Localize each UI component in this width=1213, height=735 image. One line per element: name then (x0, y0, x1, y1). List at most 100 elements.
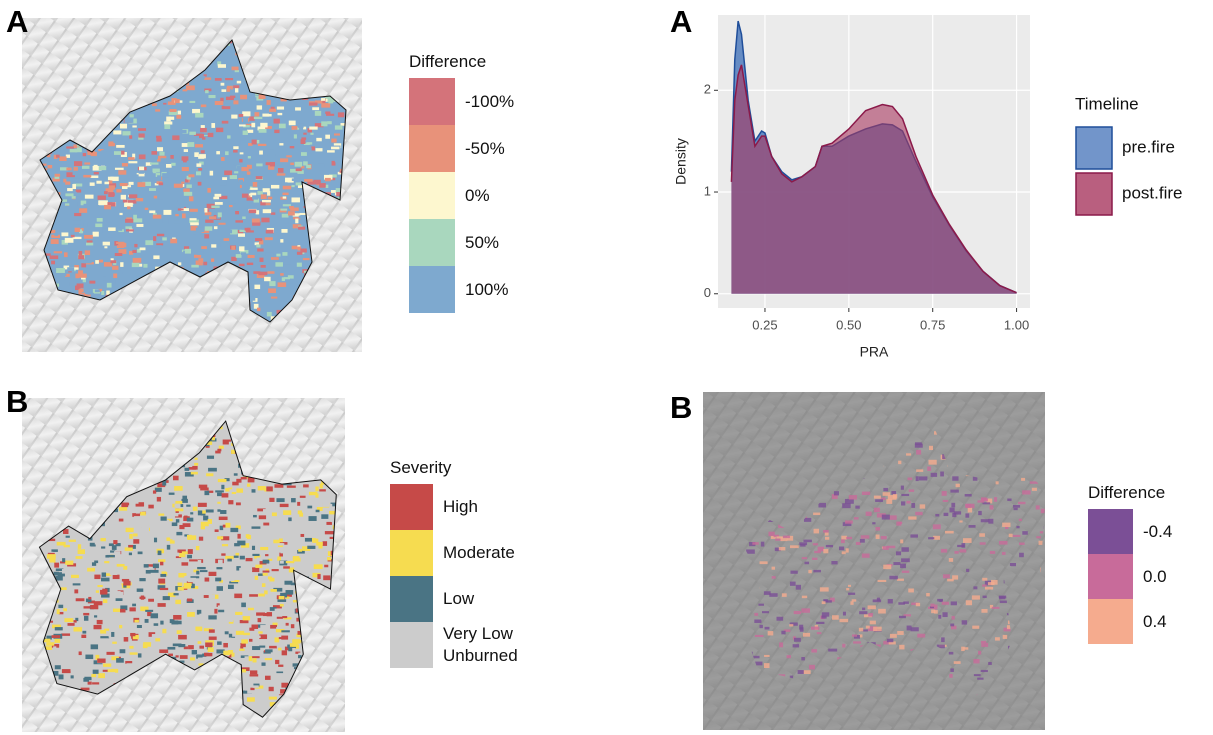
map-speckle (214, 512, 220, 515)
map-speckle (281, 550, 287, 553)
map-speckle (209, 572, 217, 576)
map-speckle (275, 637, 280, 642)
map-speckle (225, 484, 232, 488)
map-speckle (868, 613, 873, 617)
map-speckle (762, 611, 769, 613)
map-speckle (898, 461, 901, 464)
map-speckle (175, 504, 179, 507)
map-speckle (265, 554, 268, 556)
map-speckle (97, 585, 102, 587)
map-speckle (192, 466, 197, 470)
map-speckle (153, 490, 156, 493)
map-speckle (176, 519, 179, 522)
map-speckle (208, 647, 214, 652)
map-speckle (901, 547, 908, 552)
map-speckle (221, 450, 227, 452)
map-speckle (47, 554, 56, 559)
map-speckle (233, 85, 239, 88)
map-speckle (250, 688, 254, 690)
map-speckle (101, 291, 104, 295)
map-speckle (266, 145, 275, 149)
map-speckle (117, 564, 125, 567)
map-speckle (988, 519, 993, 524)
map-speckle (811, 649, 817, 652)
map-speckle (241, 477, 247, 479)
map-speckle (230, 96, 235, 98)
map-speckle (911, 627, 919, 631)
map-speckle (130, 114, 134, 117)
map-speckle (178, 208, 184, 210)
map-speckle (968, 508, 972, 513)
map-speckle (324, 565, 328, 568)
map-speckle (97, 620, 103, 624)
map-speckle (304, 179, 313, 182)
map-speckle (282, 300, 287, 303)
map-speckle (813, 543, 818, 545)
map-speckle (123, 581, 130, 586)
map-speckle (888, 495, 897, 500)
map-speckle (262, 583, 266, 587)
map-speckle (950, 508, 955, 513)
map-speckle (974, 674, 981, 676)
map-speckle (133, 218, 142, 222)
map-speckle (254, 112, 259, 116)
map-speckle (255, 565, 262, 568)
map-speckle (196, 171, 201, 175)
map-speckle (224, 238, 230, 241)
map-speckle (246, 174, 253, 178)
map-speckle (950, 668, 953, 671)
map-speckle (205, 226, 213, 230)
legend-swatch (409, 172, 455, 219)
map-speckle (942, 612, 947, 617)
map-speckle (172, 135, 179, 140)
map-speckle (128, 157, 135, 160)
map-speckle (67, 267, 74, 271)
map-speckle (227, 87, 231, 92)
map-speckle (901, 486, 904, 490)
map-speckle (139, 578, 145, 581)
map-speckle (290, 163, 294, 165)
map-speckle (238, 233, 245, 236)
map-speckle (136, 504, 144, 507)
legend-swatch (390, 622, 433, 668)
map-speckle (271, 212, 276, 214)
map-speckle (205, 578, 210, 582)
legend-item: High (390, 484, 518, 530)
x-axis-title: PRA (860, 344, 889, 360)
map-speckle (274, 123, 278, 125)
map-speckle (247, 228, 250, 231)
map-speckle (823, 530, 829, 533)
map-speckle (76, 193, 80, 196)
map-speckle (81, 263, 86, 267)
map-speckle (199, 485, 207, 489)
map-speckle (231, 450, 235, 454)
map-speckle (230, 638, 236, 643)
map-speckle (823, 549, 828, 553)
legend-swatch (390, 530, 433, 576)
map-speckle (159, 182, 163, 185)
x-tick-label: 0.50 (836, 317, 861, 332)
map-speckle (191, 637, 196, 642)
map-speckle (966, 569, 969, 572)
map-speckle (278, 168, 284, 173)
map-speckle (870, 621, 876, 625)
map-speckle (137, 588, 144, 591)
map-speckle (772, 576, 776, 579)
map-speckle (256, 210, 259, 214)
map-speckle (280, 504, 289, 507)
map-speckle (84, 204, 88, 207)
map-speckle (206, 473, 213, 476)
map-speckle (187, 555, 192, 558)
map-speckle (931, 473, 937, 477)
map-speckle (224, 104, 231, 107)
map-speckle (203, 516, 208, 521)
map-speckle (209, 595, 215, 599)
map-speckle (933, 524, 941, 529)
map-speckle (188, 535, 196, 540)
map-speckle (1044, 464, 1051, 467)
map-speckle (265, 676, 271, 680)
map-speckle (157, 497, 161, 502)
map-speckle (175, 513, 179, 516)
map-speckle (752, 542, 758, 545)
map-speckle (260, 225, 266, 227)
